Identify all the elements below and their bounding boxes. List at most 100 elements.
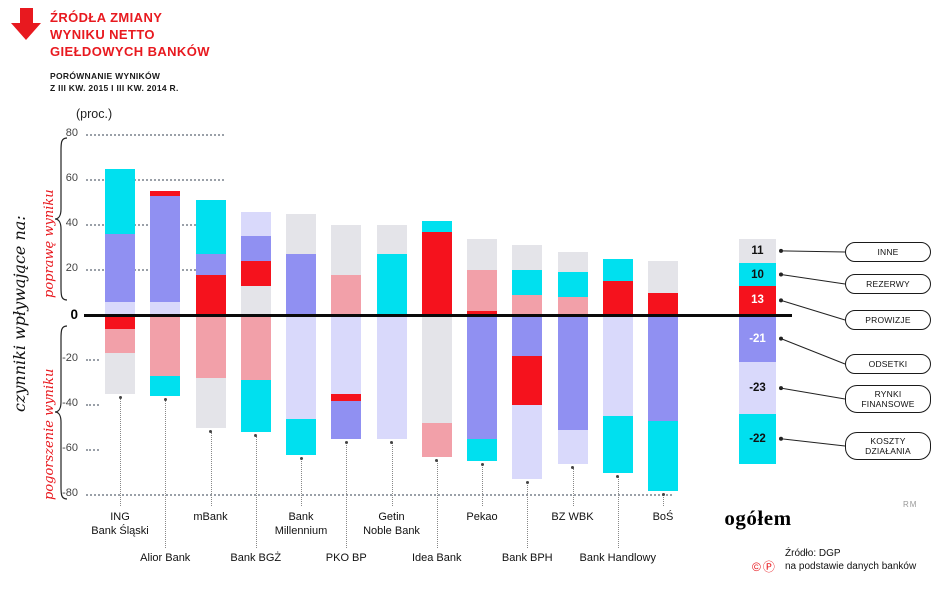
bar-segment-pink <box>467 270 497 311</box>
bar-segment-purple <box>557 315 588 430</box>
bar-segment-purple <box>512 315 543 356</box>
label-leader-line <box>436 460 438 548</box>
legend-callout-koszty-działania: KOSZTY DZIAŁANIA <box>845 432 931 460</box>
title-line-3: GIEŁDOWYCH BANKÓW <box>50 44 210 60</box>
total-segment-rynki-finansowe: -23 <box>739 362 776 414</box>
bar-segment-pink <box>105 328 135 354</box>
bar-segment-pink <box>240 315 271 381</box>
leader-dot <box>390 440 393 444</box>
leader-dot <box>661 492 665 496</box>
bar-segment-purple <box>150 195 181 302</box>
bank-label: Bank BPH <box>479 551 575 565</box>
bar-segment-purple <box>467 315 497 439</box>
bar-segment-red <box>105 315 135 329</box>
bank-label-line: Getin <box>378 511 405 523</box>
legend-callout-odsetki: ODSETKI <box>845 354 931 374</box>
bar-segment-cyan <box>421 220 452 232</box>
bar-segment-gray <box>240 285 271 315</box>
bar-segment-gray <box>421 315 452 423</box>
bar-segment-pink <box>195 315 226 378</box>
bar-segment-cyan <box>467 438 497 462</box>
infographic-title: ŹRÓDŁA ZMIANY WYNIKU NETTO GIEŁDOWYCH BA… <box>50 9 210 60</box>
label-leader-line <box>663 494 664 506</box>
bank-label-line: Pekao <box>466 511 498 523</box>
bar-segment-lavender <box>286 315 316 419</box>
y-tick-60: 60 <box>65 172 78 184</box>
bar-segment-purple <box>195 254 226 275</box>
label-leader-line <box>255 436 257 548</box>
bar-segment-cyan <box>150 375 181 396</box>
y-tick-40: 40 <box>65 217 78 229</box>
arrow-head <box>11 23 41 40</box>
label-leader-line <box>120 397 121 506</box>
label-leader-line <box>617 476 619 548</box>
brace-negative <box>54 325 68 500</box>
bar-segment-red <box>602 281 633 315</box>
bar-segment-gray <box>105 353 135 394</box>
bank-label: ING Bank Śląski <box>72 510 168 539</box>
legend-callout-inne: INNE <box>845 242 931 262</box>
bank-label-line: Bank Śląski <box>91 525 149 538</box>
bank-label-line: Bank BPH <box>501 552 553 564</box>
leader-dot <box>616 474 620 478</box>
bar-segment-cyan <box>602 416 633 473</box>
bank-label-line: BoŚ <box>652 511 674 523</box>
gridline--40 <box>86 404 99 406</box>
bar-segment-cyan <box>602 258 633 282</box>
bar-segment-red <box>331 393 362 401</box>
bar-segment-gray <box>286 213 316 255</box>
label-leader-line <box>210 431 212 506</box>
leader-dot <box>525 481 529 485</box>
total-segment-odsetki: -21 <box>739 315 776 363</box>
bar-segment-lavender <box>240 211 271 237</box>
label-leader-line <box>527 483 529 548</box>
bank-label-line: mBank <box>193 511 228 523</box>
subtitle-line-1: PORÓWNANIE WYNIKÓW <box>50 71 161 81</box>
bar-segment-red <box>240 261 271 286</box>
bank-label-line: Bank Handlowy <box>579 552 656 564</box>
bar-segment-cyan <box>557 272 588 297</box>
y-tick-20: 20 <box>65 262 78 274</box>
infographic-subtitle: PORÓWNANIE WYNIKÓW Z III KW. 2015 I III … <box>50 70 179 95</box>
label-leader-line <box>482 465 483 506</box>
bar-segment-red <box>512 355 543 405</box>
arrow-shaft <box>20 8 33 23</box>
bank-label: Bank Handlowy <box>570 551 666 565</box>
leader-dot <box>118 395 122 399</box>
bar-segment-pink <box>331 274 362 315</box>
legend-callout-prowizje: PROWIZJE <box>845 310 931 330</box>
label-leader-line <box>165 400 167 548</box>
bar-segment-cyan <box>105 168 135 234</box>
bar-segment-gray <box>648 261 678 293</box>
label-leader-line <box>301 458 302 506</box>
bar-segment-pink <box>421 423 452 457</box>
author-initials: RM <box>903 500 918 509</box>
bar-segment-lavender <box>331 315 362 394</box>
bank-label: Bank Millennium <box>253 510 349 539</box>
bank-label-line: Bank BGŻ <box>230 552 282 564</box>
gridline--20 <box>86 359 99 361</box>
bank-label-line: Idea Bank <box>411 552 462 564</box>
bar-segment-lavender <box>376 315 407 439</box>
y-tick-80: 80 <box>65 127 78 139</box>
brace-positive <box>54 137 68 301</box>
leader-dot <box>344 440 348 444</box>
bar-segment-gray <box>331 225 362 275</box>
source-line-2: na podstawie danych banków <box>785 561 917 572</box>
legend-callout-rynki-finansowe: RYNKI FINANSOWE <box>845 385 931 413</box>
bank-label: Alior Bank <box>117 551 213 565</box>
bar-segment-cyan <box>286 418 316 455</box>
bar-segment-gray <box>376 225 407 255</box>
bank-label: mBank <box>163 510 259 524</box>
bar-segment-pink <box>557 297 588 315</box>
bar-segment-lavender <box>602 315 633 417</box>
y-tick--40: -40 <box>62 397 78 409</box>
total-label: ogółem <box>724 506 792 530</box>
bar-segment-cyan <box>512 270 543 295</box>
bar-segment-lavender <box>512 405 543 480</box>
y-tick--80: -80 <box>62 487 78 499</box>
bar-segment-lavender <box>105 301 135 315</box>
gridline--60 <box>86 449 99 451</box>
bank-label: BoŚ <box>615 510 711 524</box>
